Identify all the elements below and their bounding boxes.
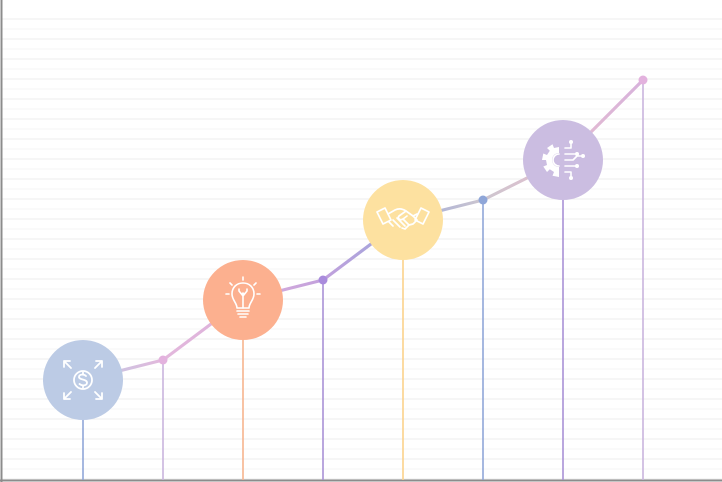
milestones	[43, 120, 603, 420]
data-point-dot	[318, 275, 328, 285]
data-point-dot	[158, 355, 168, 365]
data-point-dot	[478, 195, 488, 205]
milestone-5	[363, 180, 443, 260]
handshake-icon	[376, 207, 430, 230]
milestone-1	[43, 340, 123, 420]
gear-circuit-icon	[542, 140, 585, 180]
milestone-7	[523, 120, 603, 200]
dollar-expand-icon	[63, 360, 103, 400]
grid-lines	[2, 18, 722, 480]
data-dots	[158, 75, 648, 365]
milestone-3	[203, 260, 283, 340]
lightbulb-icon	[225, 276, 261, 318]
stems	[82, 80, 644, 480]
data-point-dot	[638, 75, 648, 85]
